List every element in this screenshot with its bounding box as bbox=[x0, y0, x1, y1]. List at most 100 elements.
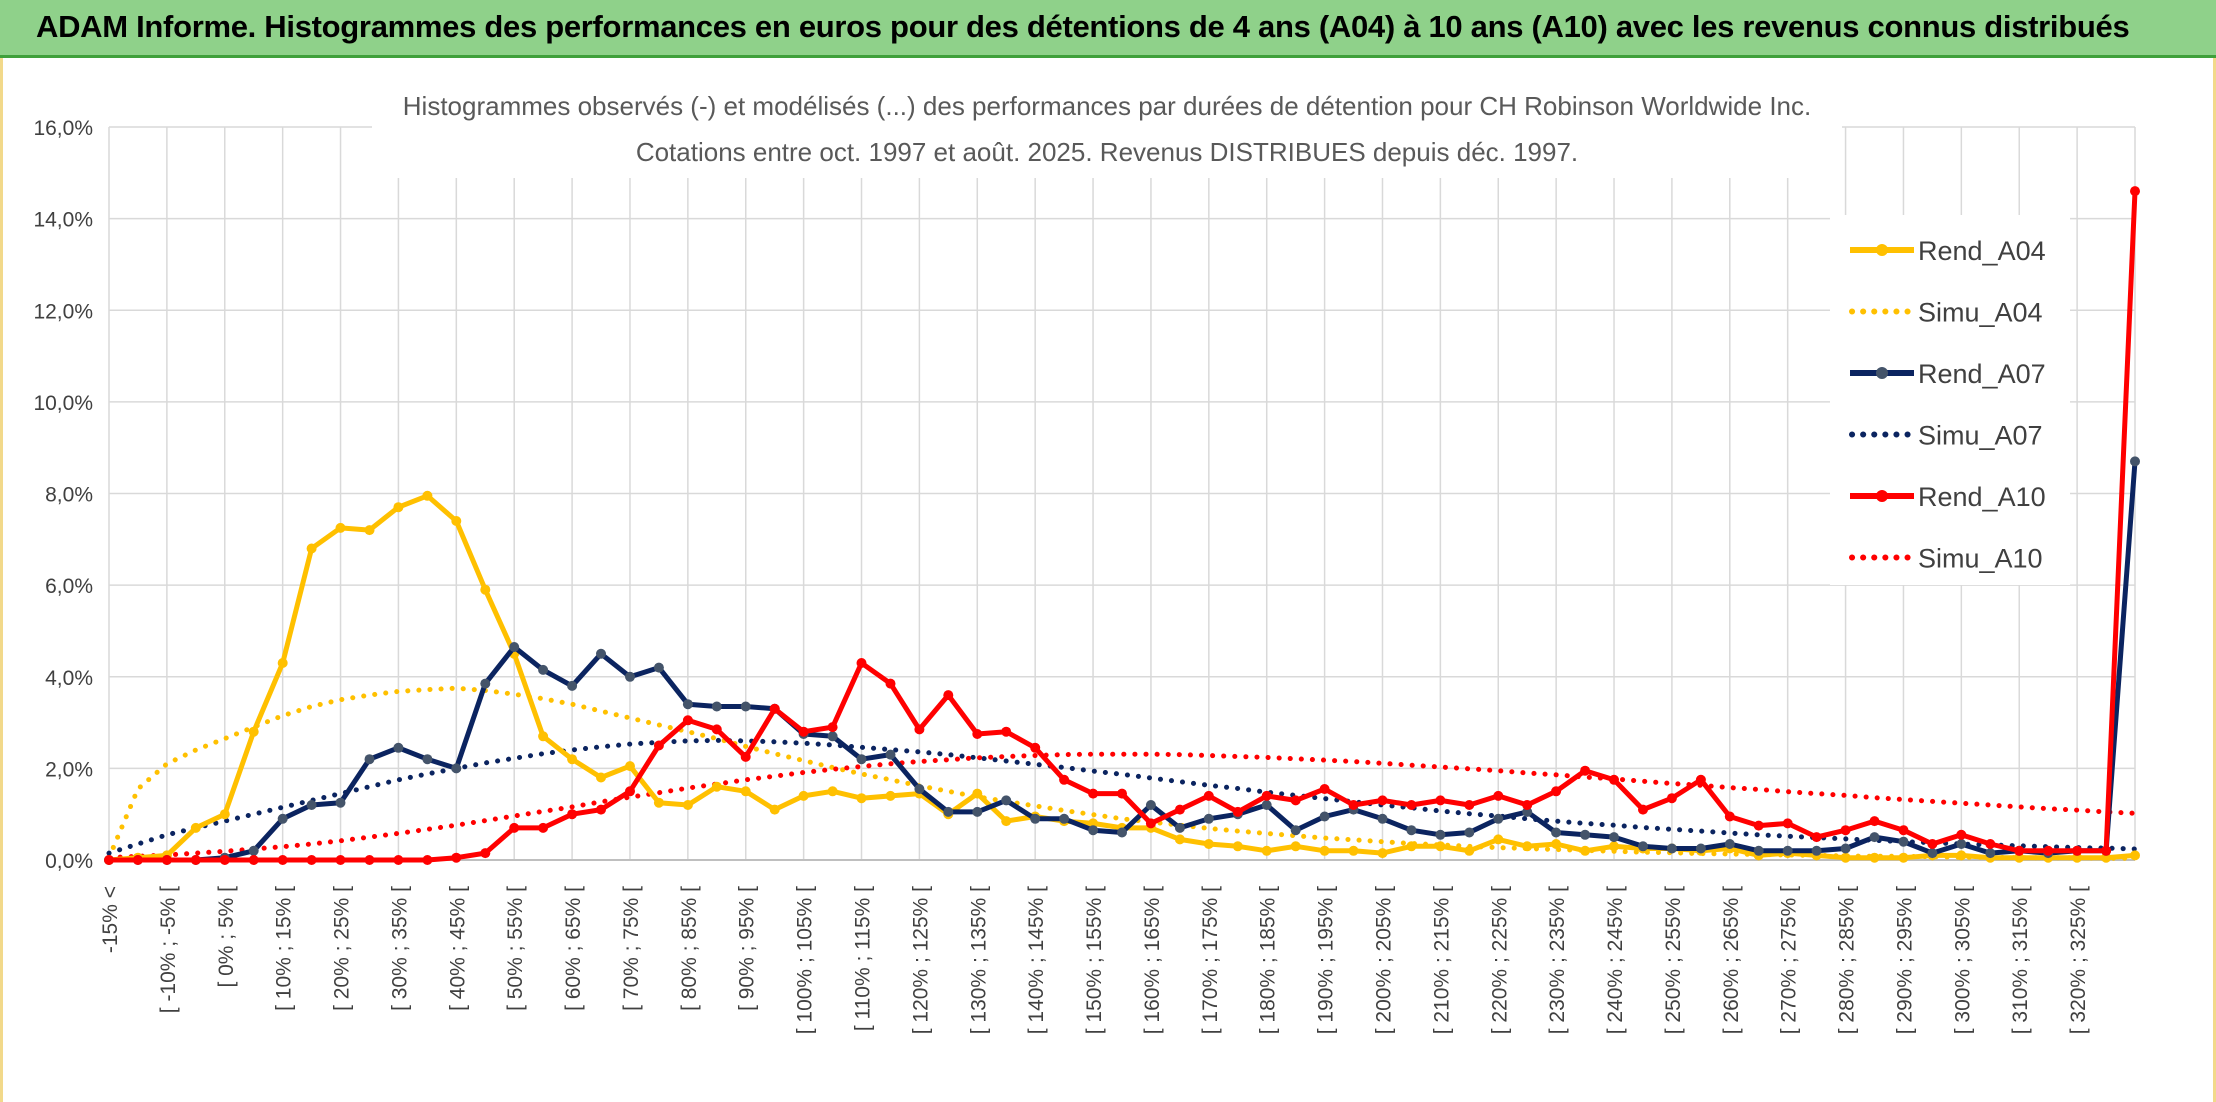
rend-a04-point bbox=[480, 584, 491, 595]
chart-subtitle: Cotations entre oct. 1997 et août. 2025.… bbox=[636, 137, 1578, 167]
rend-a07-point bbox=[1666, 843, 1677, 854]
chart-frame bbox=[0, 58, 2216, 1102]
rend-a04-point bbox=[1609, 841, 1619, 852]
rend-a10-point bbox=[1609, 774, 1619, 785]
rend-a10-point bbox=[451, 852, 462, 863]
rend-a04-point bbox=[1898, 852, 1909, 863]
rend-a04-point bbox=[190, 822, 201, 833]
rend-a07-point bbox=[1551, 827, 1562, 838]
rend-a04-point bbox=[567, 754, 578, 765]
rend-a07-point bbox=[1435, 829, 1446, 840]
rend-a07-point bbox=[393, 742, 404, 753]
x-tick-label: [ 230% ; 235% [ bbox=[1546, 886, 1569, 1034]
rend-a10-point bbox=[1638, 804, 1648, 815]
x-tick-label: [ 290% ; 295% [ bbox=[1893, 886, 1916, 1034]
rend-a10-point bbox=[914, 724, 925, 735]
rend-a10-point bbox=[277, 855, 288, 865]
rend-a04-point bbox=[972, 788, 983, 799]
rend-a07-point bbox=[567, 680, 578, 691]
rend-a07-point bbox=[277, 813, 288, 824]
rend-a04-point bbox=[711, 781, 722, 792]
rend-a10-point bbox=[567, 809, 578, 820]
x-tick-label: [ 220% ; 225% [ bbox=[1488, 886, 1511, 1034]
rend-a10-point bbox=[393, 855, 404, 865]
rend-a10-point bbox=[422, 855, 433, 865]
rend-a10-point bbox=[2043, 845, 2054, 856]
rend-a07-point bbox=[1030, 813, 1041, 824]
x-tick-label: [ 90% ; 95% [ bbox=[736, 886, 759, 1011]
x-tick-label: [ 120% ; 125% [ bbox=[909, 886, 932, 1034]
rend-a07-point bbox=[1406, 825, 1417, 836]
rend-a10-point bbox=[1088, 788, 1099, 799]
rend-a07-point bbox=[856, 754, 867, 765]
rend-a10-point bbox=[364, 855, 375, 865]
x-tick-label: [ 140% ; 145% [ bbox=[1025, 886, 1048, 1034]
rend-a07-point bbox=[1927, 848, 1938, 859]
rend-a07-point bbox=[1580, 829, 1591, 840]
simu-a04-legend-label: Simu_A04 bbox=[1918, 298, 2043, 328]
rend-a04-point bbox=[364, 525, 375, 536]
rend-a07-point bbox=[1261, 800, 1272, 810]
rend-a07-point bbox=[1811, 845, 1822, 856]
rend-a07-point bbox=[509, 642, 520, 652]
rend-a10-point bbox=[1869, 816, 1880, 827]
rend-a10-point bbox=[1319, 784, 1330, 794]
rend-a04-point bbox=[451, 516, 462, 526]
rend-a10-point bbox=[2072, 845, 2083, 856]
rend-a10-point bbox=[335, 855, 346, 865]
rend-a10-point bbox=[972, 729, 983, 739]
rend-a07-legend-marker bbox=[1876, 367, 1888, 379]
rend-a07-point bbox=[827, 731, 838, 742]
rend-a10-point bbox=[1493, 790, 1504, 801]
y-tick-label: 14,0% bbox=[33, 209, 93, 232]
rend-a10-point bbox=[1001, 726, 1012, 737]
rend-a10-point bbox=[1174, 804, 1185, 815]
rend-a10-point bbox=[1551, 786, 1562, 797]
rend-a10-point bbox=[1406, 800, 1417, 810]
x-tick-label: [ 200% ; 205% [ bbox=[1372, 886, 1395, 1034]
rend-a07-point bbox=[335, 797, 346, 808]
rend-a10-point bbox=[1580, 765, 1591, 776]
rend-a07-point bbox=[625, 671, 635, 682]
rend-a04-point bbox=[1869, 852, 1880, 863]
x-tick-label: [ 10% ; 15% [ bbox=[273, 886, 296, 1011]
rend-a10-point bbox=[2101, 845, 2112, 856]
rend-a04-point bbox=[2130, 850, 2140, 861]
rend-a04-point bbox=[1522, 841, 1533, 852]
rend-a04-point bbox=[1348, 845, 1359, 856]
rend-a10-point bbox=[1261, 790, 1272, 801]
rend-a10-point bbox=[1782, 818, 1793, 829]
rend-a04-point bbox=[1435, 841, 1446, 852]
y-tick-label: 2,0% bbox=[45, 758, 93, 781]
rend-a04-point bbox=[1232, 841, 1243, 852]
rend-a07-point bbox=[1001, 795, 1012, 806]
rend-a10-point bbox=[480, 848, 491, 859]
x-tick-label: [ 280% ; 285% [ bbox=[1836, 886, 1859, 1034]
rend-a10-point bbox=[1753, 820, 1764, 831]
rend-a04-point bbox=[1551, 839, 1562, 849]
rend-a07-point bbox=[1956, 839, 1967, 849]
rend-a07-point bbox=[1609, 832, 1619, 843]
y-tick-label: 12,0% bbox=[33, 300, 93, 323]
rend-a07-point bbox=[682, 699, 693, 710]
rend-a10-point bbox=[885, 678, 896, 689]
x-tick-label: [ 60% ; 65% [ bbox=[562, 886, 585, 1011]
chart-title: Histogrammes observés (-) et modélisés (… bbox=[403, 91, 1811, 121]
rend-a10-point bbox=[943, 690, 954, 701]
rend-a07-point bbox=[1377, 813, 1388, 824]
rend-a07-legend-label: Rend_A07 bbox=[1918, 359, 2046, 389]
rend-a07-point bbox=[451, 763, 462, 774]
simu-a10-line bbox=[106, 751, 2138, 861]
x-axis: -15% < [ -10% ; -5% [[ 0% ; 5% [[ 10% ; 1… bbox=[99, 886, 2090, 1034]
rend-a07-point bbox=[885, 749, 896, 760]
x-tick-label: [ -10% ; -5% [ bbox=[157, 886, 180, 1013]
rend-a04-point bbox=[1261, 845, 1272, 856]
rend-a10-point bbox=[1203, 790, 1214, 801]
rend-a07-point bbox=[1117, 827, 1127, 838]
series-lines bbox=[104, 186, 2140, 865]
rend-a07-point bbox=[972, 806, 983, 817]
rend-a04-point bbox=[682, 800, 693, 810]
report-banner: ADAM Informe. Histogrammes des performan… bbox=[0, 0, 2216, 58]
rend-a10-point bbox=[538, 822, 549, 833]
rend-a04-point bbox=[596, 772, 606, 783]
